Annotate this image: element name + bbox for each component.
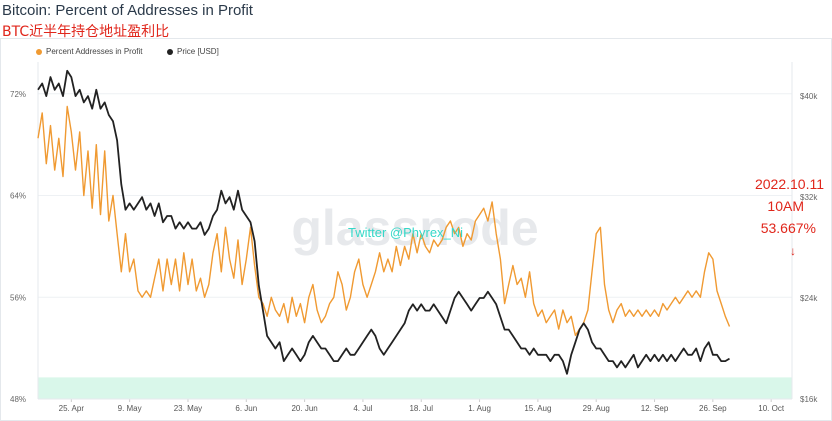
- x-tick-label: 1. Aug: [468, 404, 491, 413]
- x-tick-label: 18. Jul: [409, 404, 433, 413]
- legend-dot-profit: [36, 48, 42, 55]
- legend-dot-price: [167, 48, 173, 55]
- legend-label-profit: Percent Addresses in Profit: [46, 47, 143, 56]
- left-tick-label: 64%: [10, 192, 26, 201]
- right-tick-label: $24k: [800, 294, 818, 303]
- annotation-time: 10AM: [767, 198, 804, 214]
- left-tick-label: 56%: [10, 293, 26, 302]
- x-tick-label: 29. Aug: [583, 404, 610, 413]
- watermark-brand: glassnode: [291, 200, 538, 256]
- x-tick-label: 12. Sep: [641, 404, 669, 413]
- left-tick-label: 72%: [10, 90, 26, 99]
- x-tick-label: 26. Sep: [699, 404, 727, 413]
- right-tick-label: $32k: [800, 193, 818, 202]
- legend-item-price[interactable]: Price [USD]: [167, 47, 219, 56]
- series-line-profit: [37, 105, 731, 337]
- right-tick-label: $16k: [800, 395, 818, 404]
- right-tick-label: $40k: [800, 92, 818, 101]
- watermark-credit: Twitter @Phyrex_Ni: [348, 225, 464, 240]
- x-tick-label: 9. May: [118, 404, 142, 413]
- annotation-value: 53.667%: [760, 220, 816, 236]
- legend-label-price: Price [USD]: [177, 47, 219, 56]
- left-tick-label: 48%: [10, 395, 26, 404]
- low-band: [38, 377, 792, 399]
- x-tick-label: 4. Jul: [353, 404, 372, 413]
- x-tick-label: 6. Jun: [235, 404, 257, 413]
- x-tick-label: 23. May: [174, 404, 202, 413]
- legend-item-profit[interactable]: Percent Addresses in Profit: [36, 47, 143, 56]
- annotation-arrow-icon: ↓: [790, 244, 796, 258]
- chart-title: Bitcoin: Percent of Addresses in Profit: [2, 2, 253, 19]
- x-tick-label: 20. Jun: [291, 404, 317, 413]
- x-tick-label: 25. Apr: [59, 404, 85, 413]
- chart-subtitle: BTC近半年持仓地址盈利比: [2, 24, 170, 40]
- annotation-date: 2022.10.11: [754, 176, 824, 192]
- x-tick-label: 10. Oct: [758, 404, 785, 413]
- x-tick-label: 15. Aug: [524, 404, 551, 413]
- series-line-price: [37, 69, 730, 375]
